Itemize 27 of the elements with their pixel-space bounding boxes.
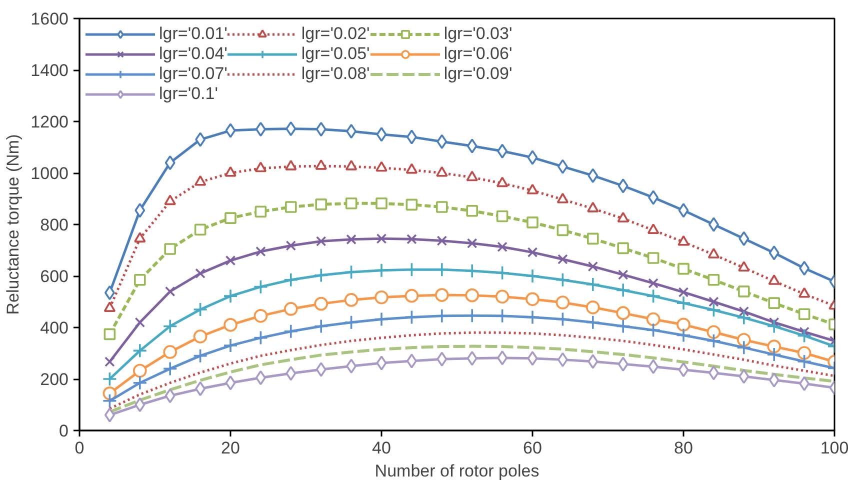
y-tick-label: 1000: [30, 164, 69, 183]
legend-label: lgr='0.1': [159, 84, 218, 104]
legend-label: lgr='0.02': [301, 24, 370, 44]
x-tick-label: 60: [523, 438, 542, 458]
legend-label: lgr='0.09': [444, 64, 512, 84]
legend-label: lgr='0.03': [444, 24, 512, 44]
legend-label: lgr='0.08': [301, 64, 370, 84]
y-tick-label: 1400: [30, 61, 69, 80]
x-tick-label: 0: [74, 438, 84, 458]
y-tick-label: 600: [40, 267, 69, 286]
x-tick-label: 100: [820, 438, 849, 458]
legend-label: lgr='0.07': [159, 64, 228, 84]
y-tick-label: 1600: [30, 10, 69, 28]
y-tick-label: 200: [40, 370, 69, 389]
legend-label: lgr='0.05': [301, 44, 370, 64]
y-tick-label: 800: [40, 216, 69, 234]
x-tick-label: 20: [221, 438, 240, 458]
legend-label: lgr='0.04': [159, 44, 228, 64]
legend-label: lgr='0.01': [159, 24, 228, 44]
x-tick-label: 80: [674, 438, 693, 458]
y-tick-label: 400: [40, 318, 69, 338]
legend-label: lgr='0.06': [444, 44, 512, 64]
x-axis-title: Number of rotor poles: [374, 462, 540, 480]
y-tick-label: 0: [59, 422, 69, 440]
y-axis-title: Reluctance torque (Nm): [4, 134, 23, 315]
y-tick-label: 1200: [30, 112, 69, 132]
x-tick-label: 40: [372, 438, 391, 458]
